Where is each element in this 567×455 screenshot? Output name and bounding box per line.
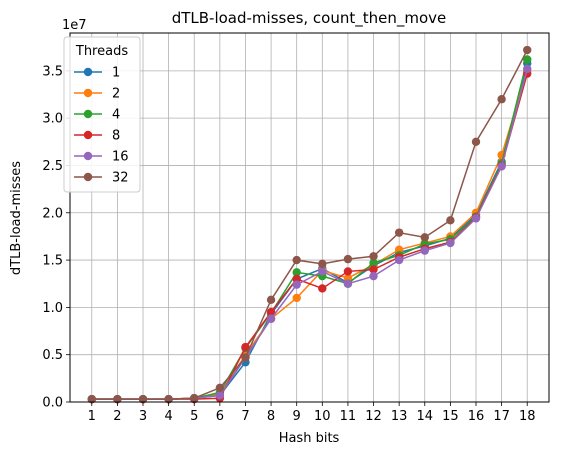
chart-title: dTLB-load-misses, count_then_move xyxy=(172,9,447,28)
series-line xyxy=(91,49,528,400)
data-point xyxy=(241,353,250,362)
data-point xyxy=(266,295,276,305)
data-point xyxy=(292,255,301,265)
series-32 xyxy=(87,45,532,404)
y-tick-label: 1.0 xyxy=(42,301,63,316)
data-point xyxy=(164,394,173,404)
legend-entry: 1 xyxy=(74,66,120,81)
x-tick-label: 17 xyxy=(493,409,510,424)
legend-label: 8 xyxy=(112,129,120,144)
axes: 1 2 3 4 5 6 7 8 9 10 11 12 13 14 15 16 17 180.00.51.01.52… xyxy=(42,64,535,424)
y-tick-label: 2.0 xyxy=(42,206,63,221)
legend-label: 4 xyxy=(112,108,120,123)
x-tick-label: 13 xyxy=(391,409,408,424)
legend-marker xyxy=(83,67,93,77)
legend-entry: 8 xyxy=(74,129,120,144)
data-point xyxy=(394,255,404,265)
data-point xyxy=(471,137,481,147)
data-point xyxy=(241,342,250,352)
data-point xyxy=(471,214,481,223)
legend-entry: 2 xyxy=(74,87,120,102)
x-tick-label: 8 xyxy=(267,409,275,424)
x-tick-label: 16 xyxy=(468,409,485,424)
data-point xyxy=(420,246,429,255)
x-tick-label: 9 xyxy=(293,409,301,424)
data-point xyxy=(215,383,225,393)
data-point xyxy=(266,314,276,323)
x-tick-label: 2 xyxy=(113,409,121,424)
y-tick-label: 0.0 xyxy=(42,396,63,411)
data-point xyxy=(420,233,429,242)
data-point xyxy=(523,45,532,55)
data-point xyxy=(446,216,455,225)
x-tick-label: 12 xyxy=(365,409,382,424)
x-tick-label: 1 xyxy=(88,409,96,424)
y-tick-label: 2.5 xyxy=(42,159,63,174)
x-axis-label: Hash bits xyxy=(279,431,340,446)
x-tick-label: 15 xyxy=(442,409,459,424)
data-point xyxy=(266,307,276,317)
data-point xyxy=(113,394,122,404)
data-point xyxy=(523,64,532,74)
legend-label: 1 xyxy=(112,66,120,81)
data-point xyxy=(369,258,378,268)
legend-marker xyxy=(83,109,93,119)
y-tick-label: 1.5 xyxy=(42,254,63,269)
data-point xyxy=(343,254,353,264)
x-tick-label: 3 xyxy=(139,409,147,424)
data-point xyxy=(318,284,327,293)
x-tick-label: 5 xyxy=(190,409,198,424)
data-point xyxy=(318,259,327,269)
data-point xyxy=(292,280,301,289)
legend-title: Threads xyxy=(75,44,128,59)
legend-marker xyxy=(83,130,93,140)
legend-entry: 4 xyxy=(74,108,120,123)
legend-marker xyxy=(83,151,93,161)
data-point xyxy=(292,293,301,303)
data-point xyxy=(343,267,353,276)
data-point xyxy=(87,394,96,404)
legend-entry: 16 xyxy=(74,150,129,165)
legend-marker xyxy=(83,172,93,182)
data-point xyxy=(318,267,327,276)
legend-entry: 32 xyxy=(74,171,129,186)
data-point xyxy=(369,252,378,261)
data-point xyxy=(190,394,199,403)
legend: Threads 1 2 4 8 16 32 xyxy=(63,36,141,193)
x-tick-label: 10 xyxy=(314,409,331,424)
data-point xyxy=(523,55,532,64)
data-point xyxy=(138,394,148,404)
x-tick-label: 7 xyxy=(241,409,249,424)
legend-label: 2 xyxy=(112,87,120,102)
x-tick-label: 4 xyxy=(164,409,172,424)
series-layer xyxy=(87,45,532,404)
legend-label: 16 xyxy=(112,150,129,165)
data-point xyxy=(343,279,353,288)
data-point xyxy=(394,228,404,237)
x-tick-label: 14 xyxy=(416,409,433,424)
data-point xyxy=(369,265,378,274)
legend-marker xyxy=(83,88,93,98)
data-point xyxy=(497,162,506,171)
x-tick-label: 6 xyxy=(216,409,224,424)
plot-frame xyxy=(69,32,550,403)
y-axis-multiplier: 1e7 xyxy=(62,18,87,33)
data-point xyxy=(292,268,301,277)
x-tick-label: 11 xyxy=(340,409,357,424)
data-point xyxy=(497,95,506,104)
y-axis-label: dTLB-load-misses xyxy=(9,161,24,275)
data-point xyxy=(369,271,378,281)
y-tick-label: 0.5 xyxy=(42,348,63,363)
x-tick-label: 18 xyxy=(519,409,536,424)
data-point xyxy=(446,238,455,248)
legend-label: 32 xyxy=(112,171,129,186)
y-tick-label: 3.0 xyxy=(42,112,63,127)
data-point xyxy=(215,391,225,400)
y-tick-label: 3.5 xyxy=(42,64,63,79)
